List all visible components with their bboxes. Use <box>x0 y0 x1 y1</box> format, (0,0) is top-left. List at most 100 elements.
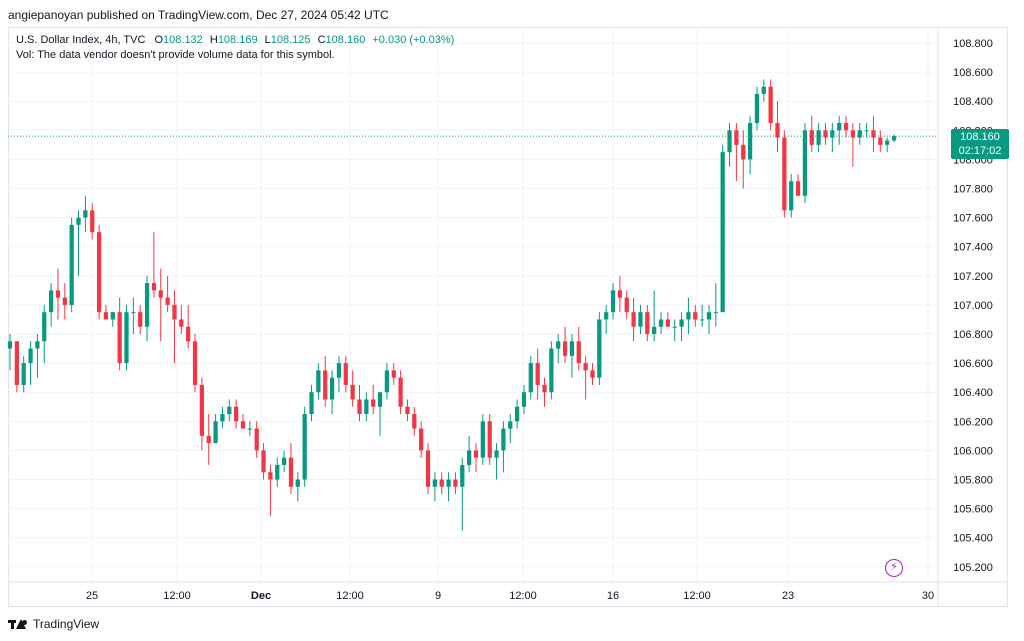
x-tick-label: 12:00 <box>163 590 191 602</box>
candle-body <box>220 414 225 422</box>
candle-body <box>227 406 232 415</box>
candle-body <box>419 428 424 451</box>
candle-body <box>610 290 616 313</box>
candle-body <box>521 392 527 407</box>
candle-body <box>439 479 444 487</box>
candle-body <box>261 450 266 473</box>
candle-body <box>309 392 314 415</box>
candle-body <box>186 326 191 342</box>
y-tick-label: 106.000 <box>953 445 993 457</box>
candle-body <box>69 224 74 305</box>
candle-body <box>42 312 47 342</box>
candle-body <box>8 341 13 349</box>
candle-body <box>864 130 869 132</box>
candle-body <box>316 370 321 393</box>
candle-body <box>254 428 259 451</box>
candle-body <box>405 406 410 415</box>
candle-body <box>467 450 472 465</box>
y-tick-label: 106.400 <box>953 387 993 399</box>
candle-body <box>583 363 588 371</box>
candle-body <box>727 130 732 153</box>
candle-body <box>371 399 376 407</box>
candle-body <box>741 144 746 160</box>
candle-body <box>103 312 109 320</box>
candle-body <box>569 341 575 356</box>
candle-body <box>35 341 40 349</box>
bar-countdown: 02:17:02 <box>958 145 1002 157</box>
candle-body <box>542 384 547 393</box>
footer-brand[interactable]: TradingView <box>8 617 99 631</box>
candle-body <box>802 130 808 196</box>
x-tick-label: 25 <box>86 590 98 602</box>
candle-body <box>658 319 664 327</box>
candle-body <box>473 450 479 458</box>
publisher-credit: angiepanoyan published on TradingView.co… <box>8 8 389 22</box>
footer-brand-label: TradingView <box>33 617 100 631</box>
candle-body <box>48 290 54 313</box>
candle-body <box>55 290 61 298</box>
candle-body <box>412 414 417 429</box>
candle-body <box>823 130 828 138</box>
tradingview-logo-icon <box>8 618 28 630</box>
candle-body <box>720 152 725 313</box>
candle-body <box>240 421 246 429</box>
candle-body <box>638 312 643 327</box>
candle-body <box>679 319 684 327</box>
candle-body <box>768 86 773 124</box>
candle-body <box>172 304 177 320</box>
candle-body <box>199 384 205 436</box>
candle-body <box>665 319 670 327</box>
last-price-tag: 108.160 02:17:02 <box>951 129 1009 159</box>
legend-volume-note: Vol: The data vendor doesn't provide vol… <box>16 49 335 61</box>
candle-body <box>775 123 780 138</box>
candle-body <box>816 130 821 145</box>
chart-frame <box>8 27 1008 607</box>
x-tick-label: 16 <box>607 590 619 602</box>
y-tick-label: 105.400 <box>953 533 993 545</box>
candlestick-chart[interactable]: 108.800108.600108.400108.200108.000107.8… <box>8 27 1008 607</box>
candle-body <box>357 399 362 415</box>
candle-body <box>549 348 554 393</box>
candle-body <box>90 210 95 233</box>
y-tick-label: 108.800 <box>953 38 993 50</box>
candle-body <box>323 370 328 400</box>
x-tick-label: 23 <box>782 590 794 602</box>
candle-body <box>336 363 342 378</box>
candle-body <box>165 297 170 305</box>
y-tick-label: 107.600 <box>953 213 993 225</box>
lightning-icon[interactable]: ⚡ <box>885 559 903 577</box>
candle-body <box>206 435 211 444</box>
x-tick-label: Dec <box>251 590 271 602</box>
candle-body <box>234 406 239 422</box>
candle-body <box>28 348 33 364</box>
candle-body <box>795 181 801 196</box>
candle-body <box>590 370 595 378</box>
legend-open-value: 108.132 <box>163 34 203 46</box>
candle-body <box>131 312 136 314</box>
candle-body <box>179 319 184 327</box>
candle-body <box>747 123 753 160</box>
candle-body <box>329 377 335 400</box>
candle-body <box>624 297 629 313</box>
legend-low-label: L <box>264 34 271 46</box>
candle-body <box>494 450 499 458</box>
candle-body <box>645 312 650 334</box>
chart-legend: U.S. Dollar Index, 4h, TVC O108.132 H108… <box>16 33 454 63</box>
candle-body <box>158 290 163 298</box>
candle-body <box>631 312 636 327</box>
candle-body <box>528 363 533 393</box>
legend-close-label: C <box>317 34 326 46</box>
candle-body <box>857 130 862 138</box>
last-price-value: 108.160 <box>960 131 1000 143</box>
candle-body <box>343 363 348 385</box>
legend-open-label: O <box>154 34 164 46</box>
candle-body <box>96 232 102 313</box>
candle-body <box>672 326 677 328</box>
candle-body <box>213 421 218 444</box>
candle-body <box>151 283 157 291</box>
candle-body <box>144 283 150 327</box>
candle-body <box>446 479 451 487</box>
x-tick-label: 12:00 <box>336 590 364 602</box>
legend-low-value: 108.125 <box>270 34 311 46</box>
candle-body <box>754 93 760 124</box>
